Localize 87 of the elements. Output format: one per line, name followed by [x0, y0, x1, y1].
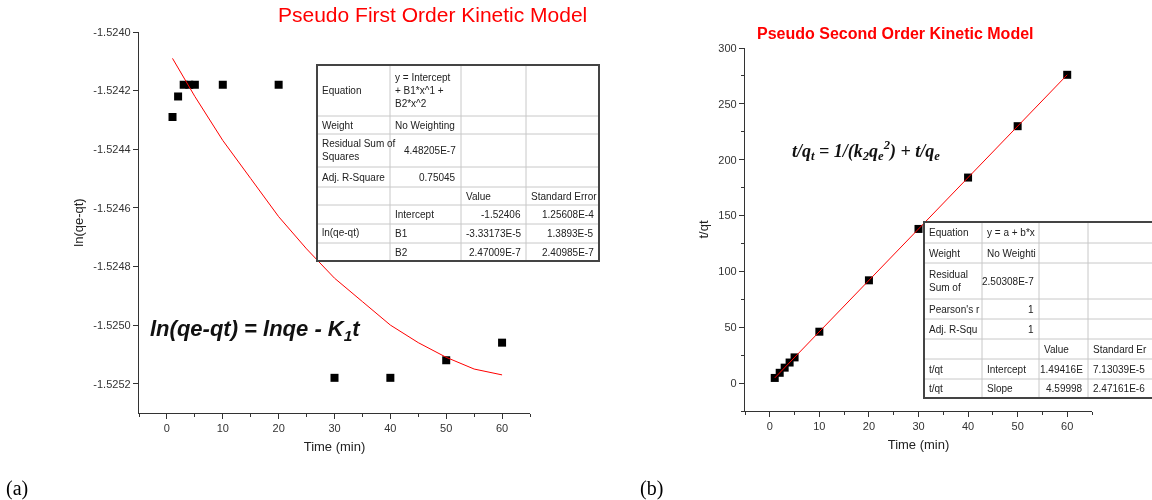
- text: Standard Error: [531, 191, 598, 202]
- point: [498, 338, 507, 347]
- y-tick-label: -1.5240: [93, 25, 131, 38]
- annotation: No Weighting: [395, 120, 455, 131]
- annotation: B1: [395, 228, 408, 239]
- text: Standard Er: [1093, 344, 1148, 355]
- annotation: 1: [1028, 324, 1034, 335]
- y-tick-label: -1.5250: [93, 318, 131, 331]
- y-tick-label: -1.5244: [93, 143, 131, 156]
- point: [386, 373, 395, 382]
- point: [274, 80, 283, 89]
- y-tick-label: -1.5242: [93, 84, 131, 97]
- annotation: No Weighti: [987, 248, 1036, 259]
- y-tick-label: 150: [718, 209, 737, 222]
- x-tick-label: 30: [912, 420, 925, 433]
- annotation: t/qt: [929, 383, 944, 394]
- x-tick-label: 40: [961, 420, 975, 433]
- annotation: Weight: [929, 248, 961, 259]
- y-tick-label: -1.5252: [93, 377, 131, 390]
- x-tick-label: 50: [440, 422, 453, 435]
- annotation: 1: [1028, 304, 1034, 315]
- annotation: Equation: [929, 227, 969, 238]
- text: 2.40985E-7: [542, 247, 595, 258]
- annotation: -1.52406: [481, 209, 521, 220]
- y-axis-title: t/qt: [696, 220, 712, 239]
- annotation: 4.59998: [1046, 383, 1083, 394]
- annotation: t/qt: [929, 364, 944, 375]
- text: (b): [640, 477, 664, 500]
- annotation: 1.49416E: [1040, 364, 1084, 375]
- annotation: Pearson's r: [929, 304, 980, 315]
- x-tick-label: 10: [216, 422, 229, 435]
- annotation: Value: [466, 191, 492, 202]
- x-tick-label: 60: [1061, 420, 1074, 433]
- annotation: 4.48205E-7: [404, 145, 457, 156]
- x-tick-label: 10: [813, 420, 826, 433]
- annotation: Adj. R-Squ: [929, 324, 978, 335]
- chart-title: Pseudo First Order Kinetic Model: [278, 3, 588, 26]
- point: [1063, 70, 1072, 79]
- y-tick-label: 100: [718, 265, 737, 278]
- y-tick-label: -1.5248: [93, 260, 131, 273]
- x-tick-label: 30: [328, 422, 341, 435]
- text: 2.47161E-6: [1093, 383, 1146, 394]
- annotation: 2.47009E-7: [469, 247, 522, 258]
- chart-title: Pseudo Second Order Kinetic Model: [757, 25, 1034, 42]
- annotation: y = a + b*x: [987, 227, 1035, 238]
- annotation: -3.33173E-5: [466, 228, 522, 239]
- x-axis-title: Time (min): [887, 436, 950, 452]
- annotation: Slope: [987, 383, 1014, 394]
- annotation: Residual Sum of: [929, 269, 968, 293]
- text: (a): [6, 477, 29, 500]
- point: [190, 80, 199, 89]
- point: [168, 112, 177, 121]
- annotation: Equation: [322, 85, 362, 96]
- point: [218, 80, 227, 89]
- y-tick-label: 50: [724, 321, 737, 334]
- y-tick-label: -1.5246: [93, 201, 131, 214]
- point: [330, 373, 339, 382]
- annotation: B2: [395, 247, 408, 258]
- text: 1.25608E-4: [542, 209, 595, 220]
- x-tick-label: 20: [272, 422, 285, 435]
- y-axis-title: ln(qe-qt): [71, 198, 87, 247]
- text: t/q$_{t}$ = 1/(k$_{2}$q$_{e}$$^{2}$) + t/q$_{e}$: [792, 138, 940, 164]
- annotation: Weight: [322, 120, 354, 131]
- annotation: 2.50308E-7: [982, 276, 1035, 287]
- y-tick-label: 250: [718, 97, 737, 110]
- text: 1.3893E-5: [547, 228, 594, 239]
- x-tick-label: 50: [1011, 420, 1024, 433]
- x-tick-label: 40: [384, 422, 397, 435]
- text: 7.13039E-5: [1093, 364, 1146, 375]
- annotation: ln(qe-qt) = lnqe - K$_{1}$t: [150, 316, 362, 344]
- annotation: Intercept: [987, 364, 1027, 375]
- y-tick-label: 200: [718, 153, 737, 166]
- annotation: 0.75045: [419, 172, 456, 183]
- annotation: y = Intercept + B1*x^1 + B2*x^2: [395, 72, 451, 109]
- annotation: Residual Sum of Squares: [322, 138, 396, 162]
- y-tick-label: 0: [730, 376, 737, 389]
- x-tick-label: 0: [766, 420, 773, 433]
- x-tick-label: 60: [495, 422, 509, 435]
- y-tick-label: 300: [718, 41, 737, 54]
- annotation: Intercept: [395, 209, 435, 220]
- point: [174, 92, 183, 101]
- annotation: Adj. R-Square: [322, 172, 386, 183]
- annotation: Value: [1044, 344, 1070, 355]
- x-tick-label: 0: [163, 422, 170, 435]
- x-axis-title: Time (min): [303, 438, 366, 454]
- x-tick-label: 20: [862, 420, 876, 433]
- annotation: ln(qe-qt): [322, 227, 360, 238]
